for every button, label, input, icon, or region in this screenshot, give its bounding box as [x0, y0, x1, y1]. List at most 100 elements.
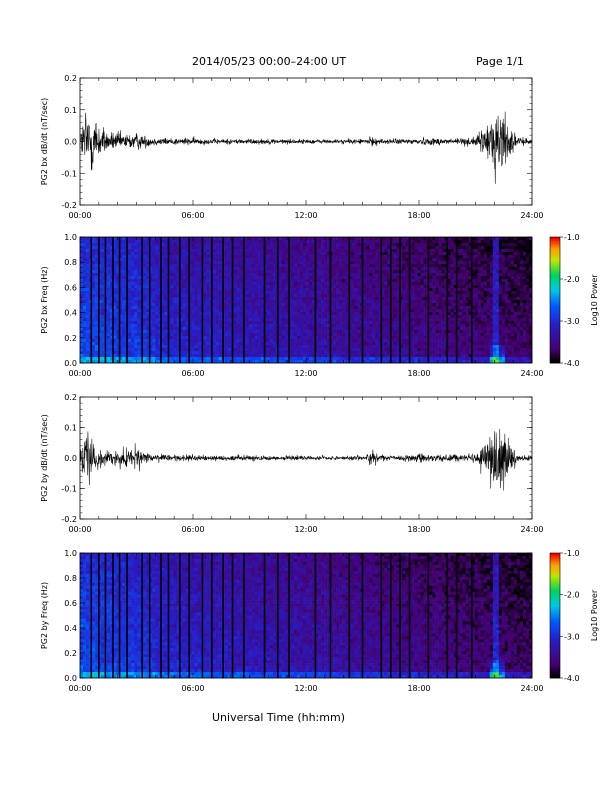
spectrogram-cell — [330, 276, 334, 280]
spectrogram-cell — [92, 333, 96, 337]
spectrogram-cell — [155, 333, 159, 337]
spectrogram-cell — [269, 264, 274, 268]
spectrogram-cell — [372, 255, 376, 259]
spectrogram-cell — [179, 264, 183, 268]
spectrogram-cell — [155, 261, 159, 265]
spectrogram-cell — [188, 264, 192, 268]
spectrogram-cell — [299, 321, 304, 325]
spectrogram-cell — [375, 267, 379, 271]
spectrogram-cell — [113, 297, 117, 301]
spectrogram-cell — [417, 312, 421, 316]
spectrogram-cell — [378, 321, 382, 325]
spectrogram-cell — [342, 240, 346, 244]
spectrogram-cell — [161, 327, 165, 331]
spectrogram-cell — [260, 327, 265, 331]
spectrogram-cell — [302, 285, 307, 289]
spectrogram-cell — [281, 345, 286, 349]
spectrogram-cell — [257, 312, 262, 316]
spectrogram-cell — [134, 252, 138, 256]
spectrogram-cell — [260, 303, 265, 307]
spectrogram-cell — [417, 249, 421, 253]
spectrogram-cell — [366, 342, 370, 346]
spectrogram-cell — [411, 240, 415, 244]
spectrogram-cell — [411, 255, 415, 259]
spectrogram-cell — [345, 264, 349, 268]
spectrogram-cell — [263, 306, 268, 310]
spectrogram-cell — [182, 267, 186, 271]
spectrogram-cell — [369, 273, 373, 277]
spectrogram-cell — [306, 351, 310, 355]
spectrogram-cell — [405, 237, 409, 241]
spectrogram-cell — [290, 339, 295, 343]
spectrogram-cell — [378, 345, 382, 349]
spectrogram-cell — [191, 279, 195, 283]
spectrogram-cell — [158, 330, 162, 334]
spectrogram-cell — [333, 246, 337, 250]
spectrogram-cell — [357, 273, 361, 277]
spectrogram-cell — [203, 303, 207, 307]
spectrogram-cell — [83, 252, 87, 256]
spectrogram-cell — [98, 252, 102, 256]
spectrogram-cell — [128, 336, 132, 340]
spectrogram-cell — [95, 315, 99, 319]
spectrogram-cell — [393, 291, 397, 295]
spectrogram-cell — [393, 300, 397, 304]
spectrogram-cell — [86, 309, 90, 313]
spectrogram-cell — [152, 273, 156, 277]
spectrogram-cell — [206, 249, 210, 253]
spectrogram-cell — [369, 279, 373, 283]
spectrogram-cell — [158, 252, 162, 256]
spectrogram-cell — [134, 243, 138, 247]
spectrogram-cell — [95, 258, 99, 262]
spectrogram-cell — [411, 261, 415, 265]
spectrogram-cell — [212, 264, 216, 268]
spectrogram-cell — [396, 360, 400, 364]
spectrogram-cell — [116, 354, 120, 358]
spectrogram-cell — [194, 357, 198, 361]
spectrogram-cell — [290, 294, 295, 298]
spectrogram-cell — [185, 255, 189, 259]
spectrogram-cell — [92, 354, 96, 358]
spectrogram-cell — [381, 249, 385, 253]
spectrogram-cell — [191, 312, 195, 316]
spectrogram-cell — [173, 357, 177, 361]
spectrogram-cell — [299, 258, 304, 262]
spectrogram-cell — [113, 243, 117, 247]
spectrogram-cell — [302, 303, 307, 307]
spectrogram-cell — [357, 351, 361, 355]
spectrogram-cell — [197, 351, 201, 355]
spectrogram-cell — [179, 237, 183, 241]
spectrogram-cell — [263, 330, 268, 334]
spectrogram-cell — [188, 339, 192, 343]
spectrogram-cell — [321, 267, 325, 271]
spectrogram-cell — [351, 279, 355, 283]
spectrogram-cell — [158, 285, 162, 289]
spectrogram-cell — [309, 258, 313, 262]
spectrogram-cell — [92, 300, 96, 304]
spectrogram-cell — [339, 327, 343, 331]
spectrogram-cell — [98, 291, 102, 295]
spectrogram-cell — [131, 315, 135, 319]
spectrogram-cell — [324, 333, 328, 337]
spectrogram-cell — [98, 336, 102, 340]
spectrogram-cell — [405, 324, 409, 328]
spectrogram-cell — [417, 345, 421, 349]
spectrogram-cell — [272, 339, 277, 343]
spectrogram-cell — [176, 351, 180, 355]
spectrogram-cell — [260, 321, 265, 325]
spectrogram-cell — [405, 279, 409, 283]
spectrogram-cell — [293, 297, 298, 301]
spectrogram-cell — [402, 288, 406, 292]
spectrogram-cell — [224, 297, 228, 301]
spectrogram-cell — [95, 324, 99, 328]
spectrogram-cell — [387, 348, 391, 352]
spectrogram-cell — [405, 261, 409, 265]
spectrogram-cell — [113, 261, 117, 265]
spectrogram-cell — [269, 273, 274, 277]
spectrogram-cell — [98, 249, 102, 253]
spectrogram-cell — [312, 306, 316, 310]
spectrogram-cell — [113, 315, 117, 319]
spectrogram-cell — [131, 348, 135, 352]
spectrogram-cell — [161, 336, 165, 340]
spectrogram-cell — [390, 306, 394, 310]
